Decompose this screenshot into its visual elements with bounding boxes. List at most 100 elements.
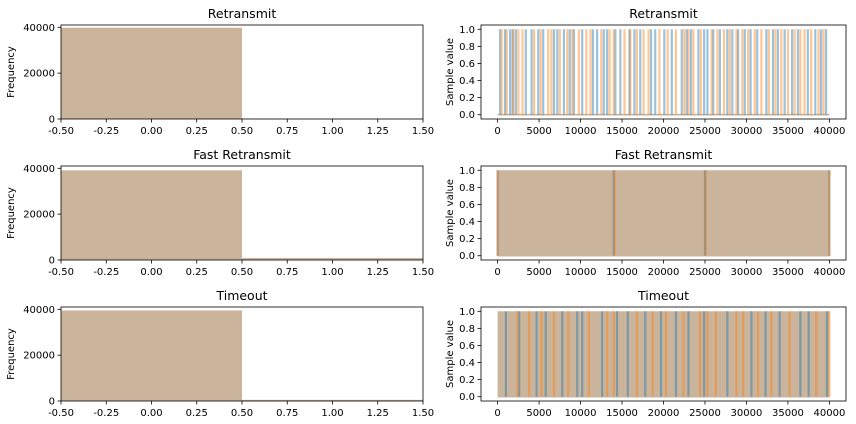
x-tick-label: 20000	[648, 126, 680, 137]
x-tick-label: 1.25	[367, 126, 389, 137]
x-tick-label: 1.00	[321, 267, 343, 278]
y-tick-label: 20000	[23, 351, 55, 362]
x-tick-label: 10000	[565, 126, 597, 137]
y-tick-label: 1.0	[459, 25, 475, 36]
x-tick-label: 30000	[731, 408, 763, 419]
chart-title: Timeout	[637, 288, 689, 303]
x-tick-label: 10000	[565, 267, 597, 278]
x-tick-label: 0.25	[186, 408, 208, 419]
x-tick-label: 20000	[648, 408, 680, 419]
y-axis-label: Sample value	[445, 320, 456, 388]
x-tick-label: 35000	[772, 267, 804, 278]
x-tick-label: 30000	[731, 267, 763, 278]
y-tick-label: 0.8	[459, 42, 475, 53]
x-tick-label: 0.25	[186, 267, 208, 278]
x-tick-label: 20000	[648, 267, 680, 278]
x-tick-label: 0.50	[231, 267, 253, 278]
x-tick-label: 0.00	[140, 267, 162, 278]
x-tick-label: 40000	[814, 267, 846, 278]
chart-title: Fast Retransmit	[615, 147, 713, 162]
y-tick-label: 0.2	[459, 93, 475, 104]
y-tick-label: 0.0	[459, 251, 475, 262]
x-tick-label: 5000	[526, 267, 551, 278]
x-tick-label: 15000	[606, 267, 638, 278]
x-tick-label: 5000	[526, 408, 551, 419]
x-tick-label: 30000	[731, 126, 763, 137]
y-tick-label: 0.6	[459, 200, 475, 211]
x-tick-label: 5000	[526, 126, 551, 137]
x-tick-label: 0.75	[276, 126, 298, 137]
chart-panel-3: -0.50 -0.25 0.00 0.25 0.50 0.75 1.00 1.25 1.50 0 2…	[6, 147, 434, 278]
x-tick-label: -0.25	[93, 408, 119, 419]
y-tick-label: 0.6	[459, 341, 475, 352]
x-tick-label: 0	[494, 126, 500, 137]
y-tick-label: 0.8	[459, 324, 475, 335]
x-tick-label: 0.00	[140, 408, 162, 419]
x-tick-label: -0.25	[93, 267, 119, 278]
y-tick-label: 0.4	[459, 217, 475, 228]
x-tick-label: 0.25	[186, 126, 208, 137]
y-tick-label: 1.0	[459, 166, 475, 177]
x-tick-label: -0.50	[48, 126, 74, 137]
y-tick-label: 0	[49, 256, 55, 267]
x-tick-label: 35000	[772, 408, 804, 419]
y-tick-label: 0.2	[459, 375, 475, 386]
y-axis-label: Frequency	[6, 328, 17, 380]
x-tick-label: 1.50	[412, 408, 434, 419]
chart-title: Timeout	[215, 288, 267, 303]
x-tick-label: -0.25	[93, 126, 119, 137]
chart-title: Fast Retransmit	[193, 147, 291, 162]
histogram-bar	[242, 257, 423, 260]
y-tick-label: 0	[49, 115, 55, 126]
chart-panel-2: 0 5000 10000 15000 20000 25000 30000 35000 40000…	[445, 6, 847, 137]
x-tick-label: 0.75	[276, 267, 298, 278]
histogram-bar	[61, 310, 242, 401]
x-tick-label: 0	[494, 267, 500, 278]
y-axis-label: Sample value	[445, 179, 456, 247]
y-tick-label: 0	[49, 397, 55, 408]
x-tick-label: 1.50	[412, 126, 434, 137]
trace-fill-area	[497, 170, 830, 256]
histogram-bar	[242, 399, 423, 401]
y-tick-label: 20000	[23, 69, 55, 80]
x-tick-label: 1.25	[367, 267, 389, 278]
x-tick-label: 40000	[814, 408, 846, 419]
chart-title: Retransmit	[208, 6, 277, 21]
x-tick-label: 1.25	[367, 408, 389, 419]
x-tick-label: 0.00	[140, 126, 162, 137]
x-tick-label: -0.50	[48, 267, 74, 278]
x-tick-label: 35000	[772, 126, 804, 137]
y-tick-label: 0.4	[459, 358, 475, 369]
y-axis-label: Frequency	[6, 46, 17, 98]
histogram-bar	[61, 27, 242, 119]
histogram-bar	[61, 170, 242, 260]
y-tick-label: 40000	[23, 23, 55, 34]
y-tick-label: 1.0	[459, 307, 475, 318]
y-tick-label: 0.0	[459, 392, 475, 403]
x-tick-label: 25000	[689, 126, 721, 137]
x-tick-label: 25000	[689, 408, 721, 419]
chart-panel-1: -0.50 -0.25 0.00 0.25 0.50 0.75 1.00 1.25 1.50 0 2…	[6, 6, 434, 137]
x-tick-label: 1.50	[412, 267, 434, 278]
x-tick-label: -0.50	[48, 408, 74, 419]
y-tick-label: 0.4	[459, 76, 475, 87]
x-tick-label: 0.75	[276, 408, 298, 419]
y-tick-label: 40000	[23, 305, 55, 316]
x-tick-label: 1.00	[321, 408, 343, 419]
x-tick-label: 1.00	[321, 126, 343, 137]
x-tick-label: 15000	[606, 408, 638, 419]
x-tick-label: 0	[494, 408, 500, 419]
y-axis-label: Sample value	[445, 38, 456, 106]
chart-panel-4: 0 5000 10000 15000 20000 25000 30000 35000 40000…	[445, 147, 847, 278]
y-tick-label: 40000	[23, 164, 55, 175]
y-tick-label: 20000	[23, 210, 55, 221]
x-tick-label: 40000	[814, 126, 846, 137]
x-tick-label: 15000	[606, 126, 638, 137]
x-tick-label: 10000	[565, 408, 597, 419]
y-tick-label: 0.6	[459, 59, 475, 70]
y-tick-label: 0.0	[459, 110, 475, 121]
y-tick-label: 0.2	[459, 234, 475, 245]
chart-panel-5: -0.50 -0.25 0.00 0.25 0.50 0.75 1.00 1.25 1.50 0 2…	[6, 288, 434, 419]
trace-fill-area	[497, 311, 830, 397]
